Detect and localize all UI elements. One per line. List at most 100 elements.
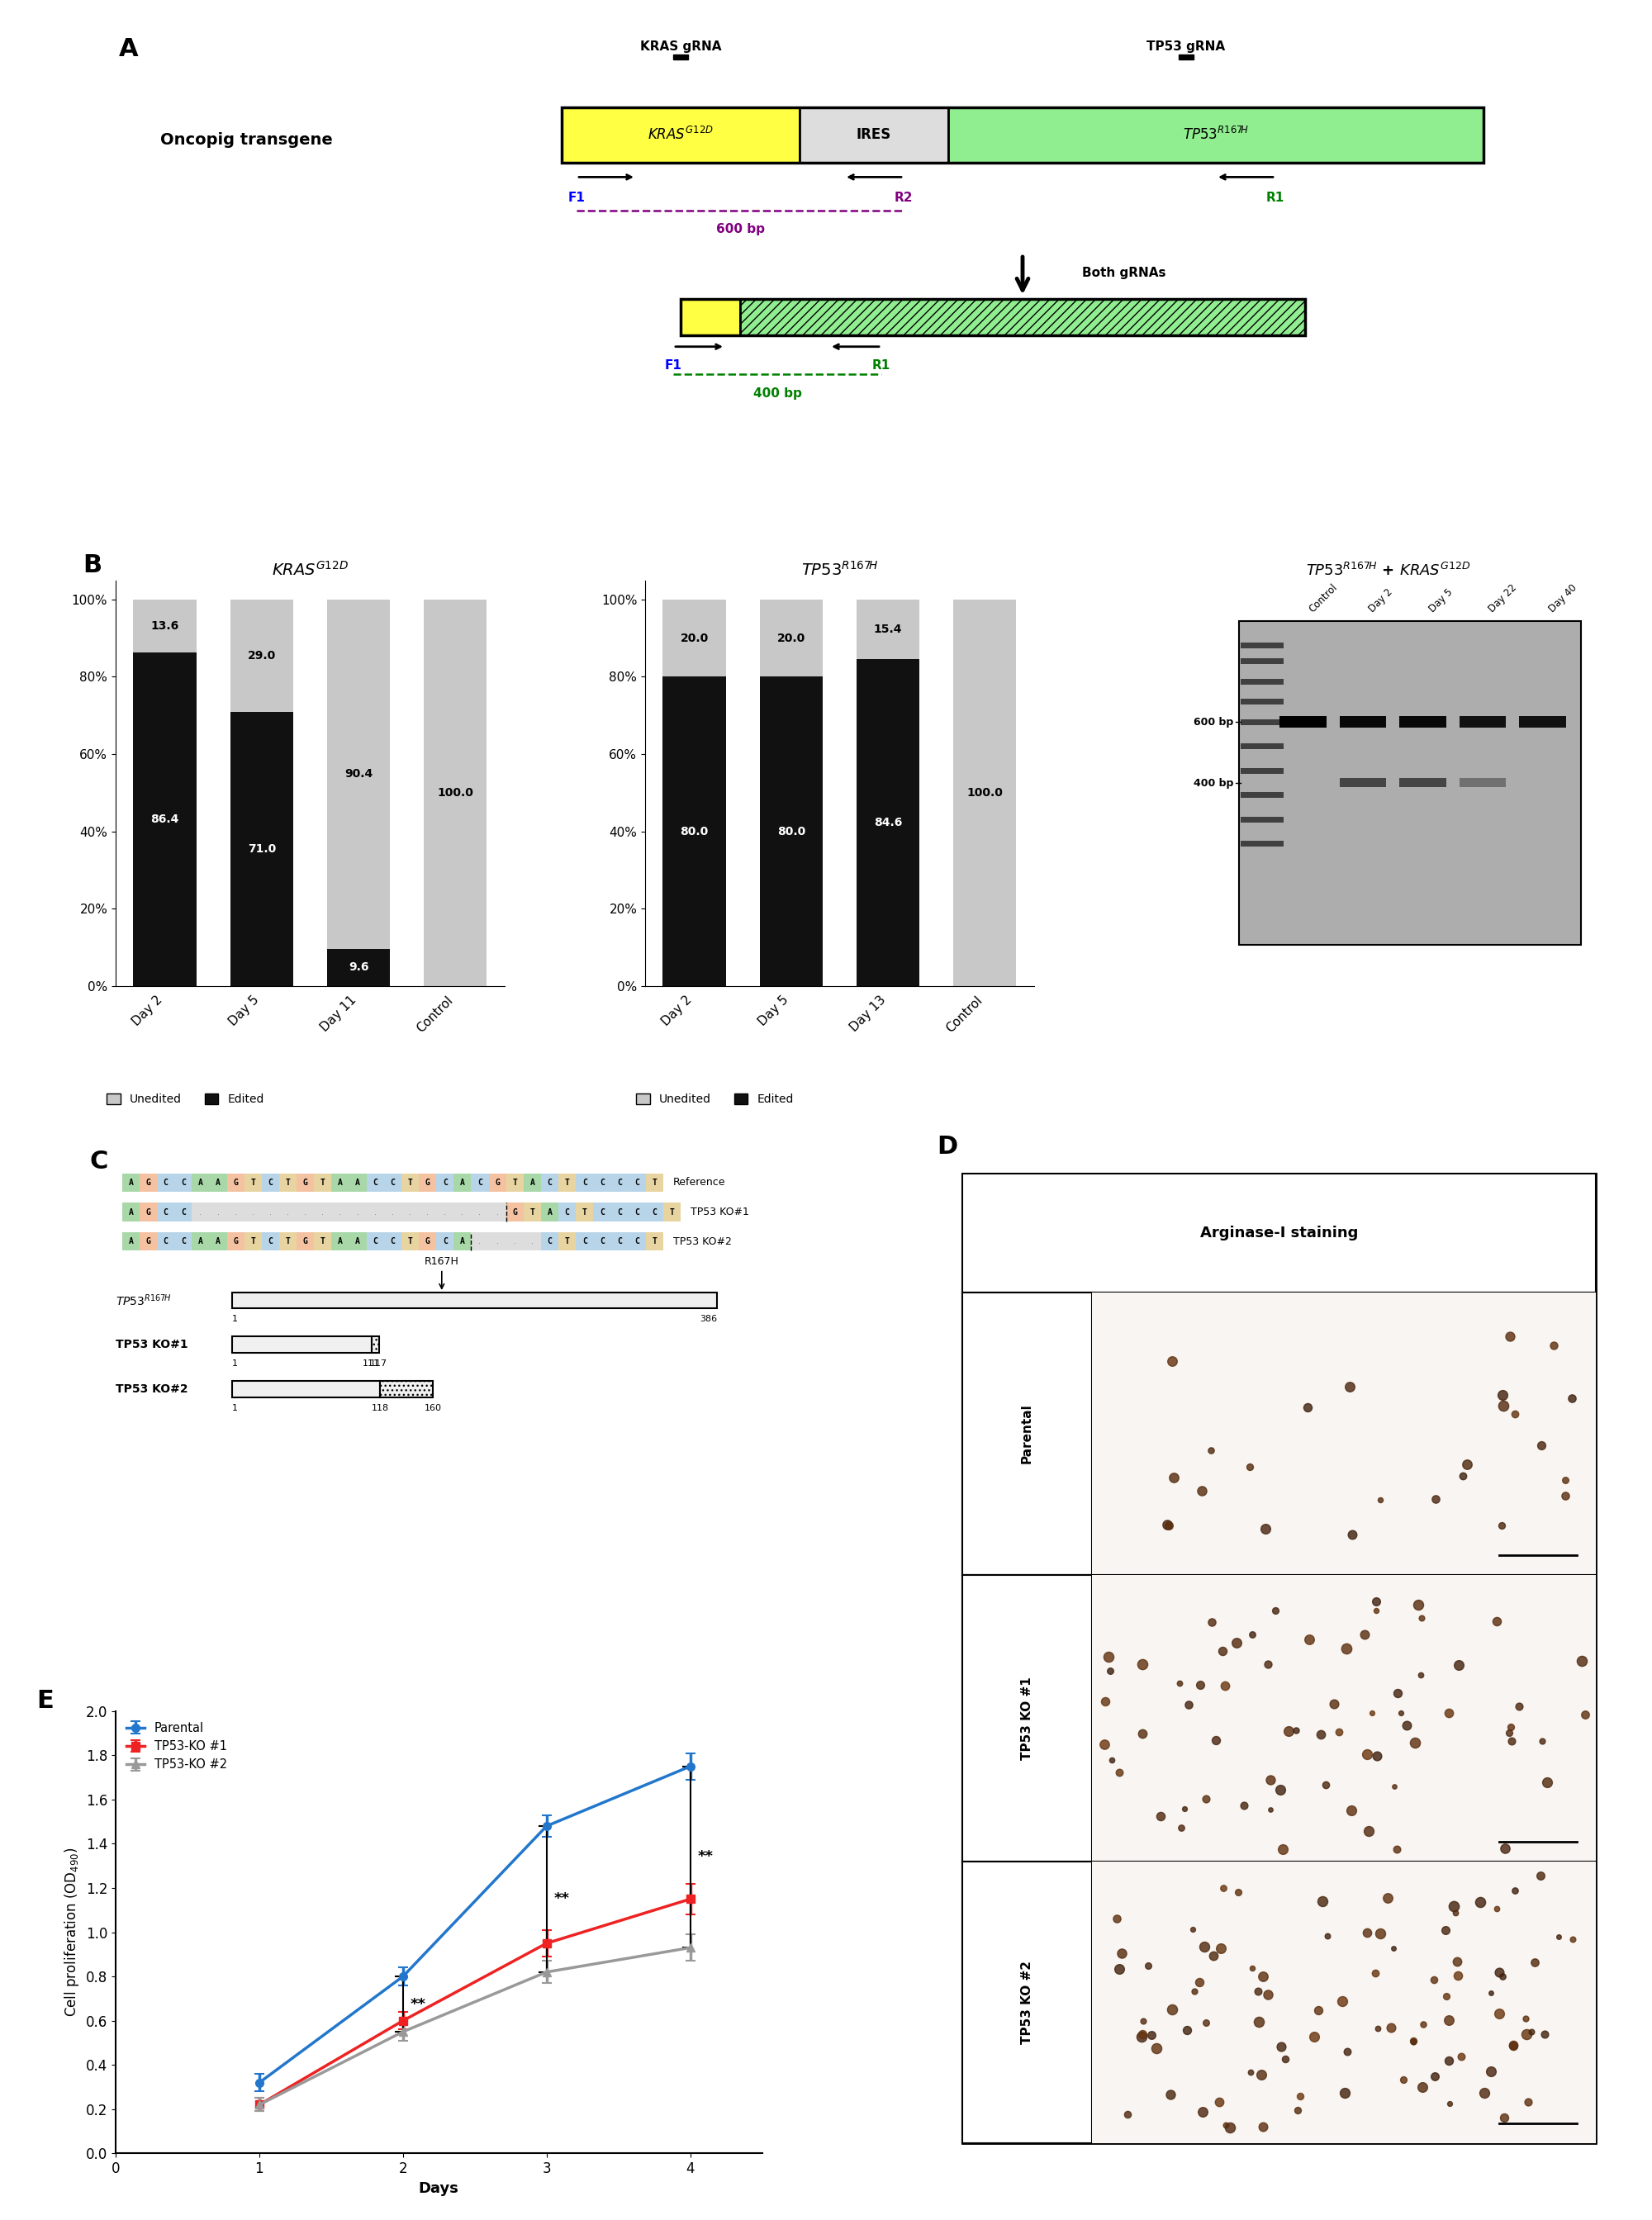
Bar <box>454 1203 471 1221</box>
Point <box>1146 1798 1173 1834</box>
Bar <box>192 1232 210 1250</box>
Bar <box>471 1232 489 1250</box>
Text: T: T <box>653 1237 657 1245</box>
Point <box>1224 1625 1251 1661</box>
Text: A: A <box>459 1237 464 1245</box>
Text: G: G <box>233 1179 238 1188</box>
Bar <box>297 1174 314 1192</box>
Point <box>1092 1727 1118 1763</box>
Text: .: . <box>200 1208 202 1217</box>
Text: T: T <box>669 1208 674 1217</box>
Point <box>1441 1889 1467 1925</box>
Text: A: A <box>198 1237 203 1245</box>
Text: 100.0: 100.0 <box>966 786 1003 799</box>
Bar <box>611 1203 628 1221</box>
Text: 15.4: 15.4 <box>874 624 902 635</box>
Text: 1: 1 <box>231 1314 238 1323</box>
Text: .: . <box>251 1208 254 1217</box>
Bar <box>425 599 487 986</box>
Y-axis label: Cell proliferation (OD$_{490}$): Cell proliferation (OD$_{490}$) <box>63 1847 81 2018</box>
Bar <box>506 1232 524 1250</box>
Text: Both gRNAs: Both gRNAs <box>1082 266 1166 280</box>
Point <box>1408 1656 1434 1692</box>
Text: Day 22: Day 22 <box>1487 582 1520 615</box>
Text: T: T <box>320 1237 325 1245</box>
Point <box>1444 1942 1470 1978</box>
Point <box>1507 1689 1533 1725</box>
Point <box>1231 1787 1257 1823</box>
Text: R1: R1 <box>872 360 890 373</box>
Text: 20.0: 20.0 <box>776 633 805 644</box>
Point <box>1209 1634 1236 1669</box>
Bar <box>558 1232 577 1250</box>
Point <box>1115 2096 1142 2131</box>
Bar <box>1241 719 1284 726</box>
Text: .: . <box>287 1208 289 1217</box>
Bar <box>540 1203 558 1221</box>
Text: C: C <box>180 1179 185 1188</box>
Text: 86.4: 86.4 <box>150 813 178 824</box>
Bar <box>1180 56 1194 60</box>
Bar <box>139 1174 157 1192</box>
Bar <box>261 1203 279 1221</box>
Bar <box>157 1174 175 1192</box>
Text: C: C <box>443 1179 448 1188</box>
Point <box>1186 1667 1213 1703</box>
Text: T: T <box>408 1237 413 1245</box>
Text: 111: 111 <box>363 1359 380 1368</box>
Point <box>1189 2093 1216 2129</box>
Point <box>1128 2018 1155 2054</box>
Point <box>1363 1738 1389 1774</box>
Bar <box>593 1232 611 1250</box>
Text: .: . <box>479 1237 481 1245</box>
Bar <box>134 599 197 653</box>
Bar <box>524 1203 540 1221</box>
Bar <box>948 107 1483 162</box>
Point <box>1191 1929 1218 1965</box>
Text: .: . <box>216 1208 220 1217</box>
Point <box>1351 1616 1378 1652</box>
Point <box>1403 1725 1429 1760</box>
Bar <box>175 1174 192 1192</box>
Point <box>1189 1472 1216 1507</box>
Bar <box>646 1203 662 1221</box>
Text: $\it{KRAS^{G12D}}$: $\it{KRAS^{G12D}}$ <box>648 127 714 142</box>
Point <box>1333 2034 1360 2069</box>
Point <box>1325 1714 1351 1749</box>
Bar <box>1459 779 1507 788</box>
Point <box>1551 1463 1578 1498</box>
Point <box>1450 1459 1477 1494</box>
Text: G: G <box>496 1179 501 1188</box>
Point <box>1239 1616 1265 1652</box>
Text: 400 bp: 400 bp <box>1194 777 1234 788</box>
Text: IRES: IRES <box>856 127 892 142</box>
Bar <box>963 1574 1092 1863</box>
Point <box>1470 2076 1497 2111</box>
Point <box>1104 1900 1130 1936</box>
Bar <box>558 1203 577 1221</box>
Bar <box>122 1203 139 1221</box>
Point <box>1269 2029 1295 2065</box>
Text: R1: R1 <box>1265 191 1285 204</box>
Point <box>1437 2085 1464 2120</box>
Text: C: C <box>600 1208 605 1217</box>
Text: F1: F1 <box>664 360 682 373</box>
Point <box>1490 1388 1517 1423</box>
Point <box>1378 2009 1404 2045</box>
Bar <box>231 1381 380 1396</box>
Point <box>1143 2029 1170 2065</box>
Point <box>1092 1683 1118 1718</box>
Point <box>1487 1996 1513 2031</box>
Point <box>1128 1716 1155 1752</box>
Text: .: . <box>444 1208 446 1217</box>
Bar <box>963 1174 1596 1292</box>
Text: G: G <box>425 1237 430 1245</box>
Point <box>1186 1965 1213 2000</box>
Legend: Unedited, Edited: Unedited, Edited <box>631 1090 798 1110</box>
Point <box>1312 1767 1338 1803</box>
Bar <box>506 1174 524 1192</box>
Text: 386: 386 <box>699 1314 717 1323</box>
Text: 90.4: 90.4 <box>344 768 373 779</box>
Point <box>1239 1951 1265 1987</box>
Bar <box>261 1174 279 1192</box>
